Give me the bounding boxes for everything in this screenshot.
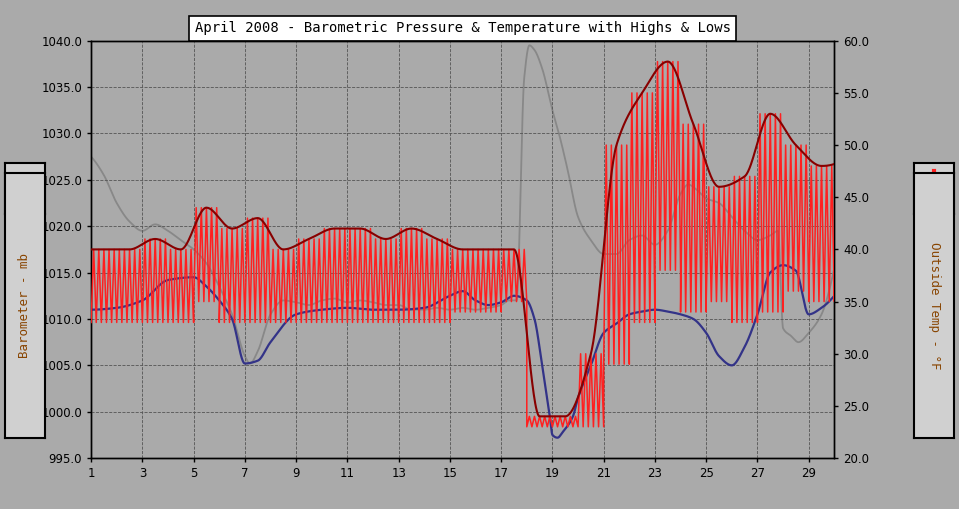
Text: Barometer - mb: Barometer - mb [18,253,32,358]
Title: April 2008 - Barometric Pressure & Temperature with Highs & Lows: April 2008 - Barometric Pressure & Tempe… [195,21,731,36]
Text: Outside Temp - °F: Outside Temp - °F [927,242,941,369]
